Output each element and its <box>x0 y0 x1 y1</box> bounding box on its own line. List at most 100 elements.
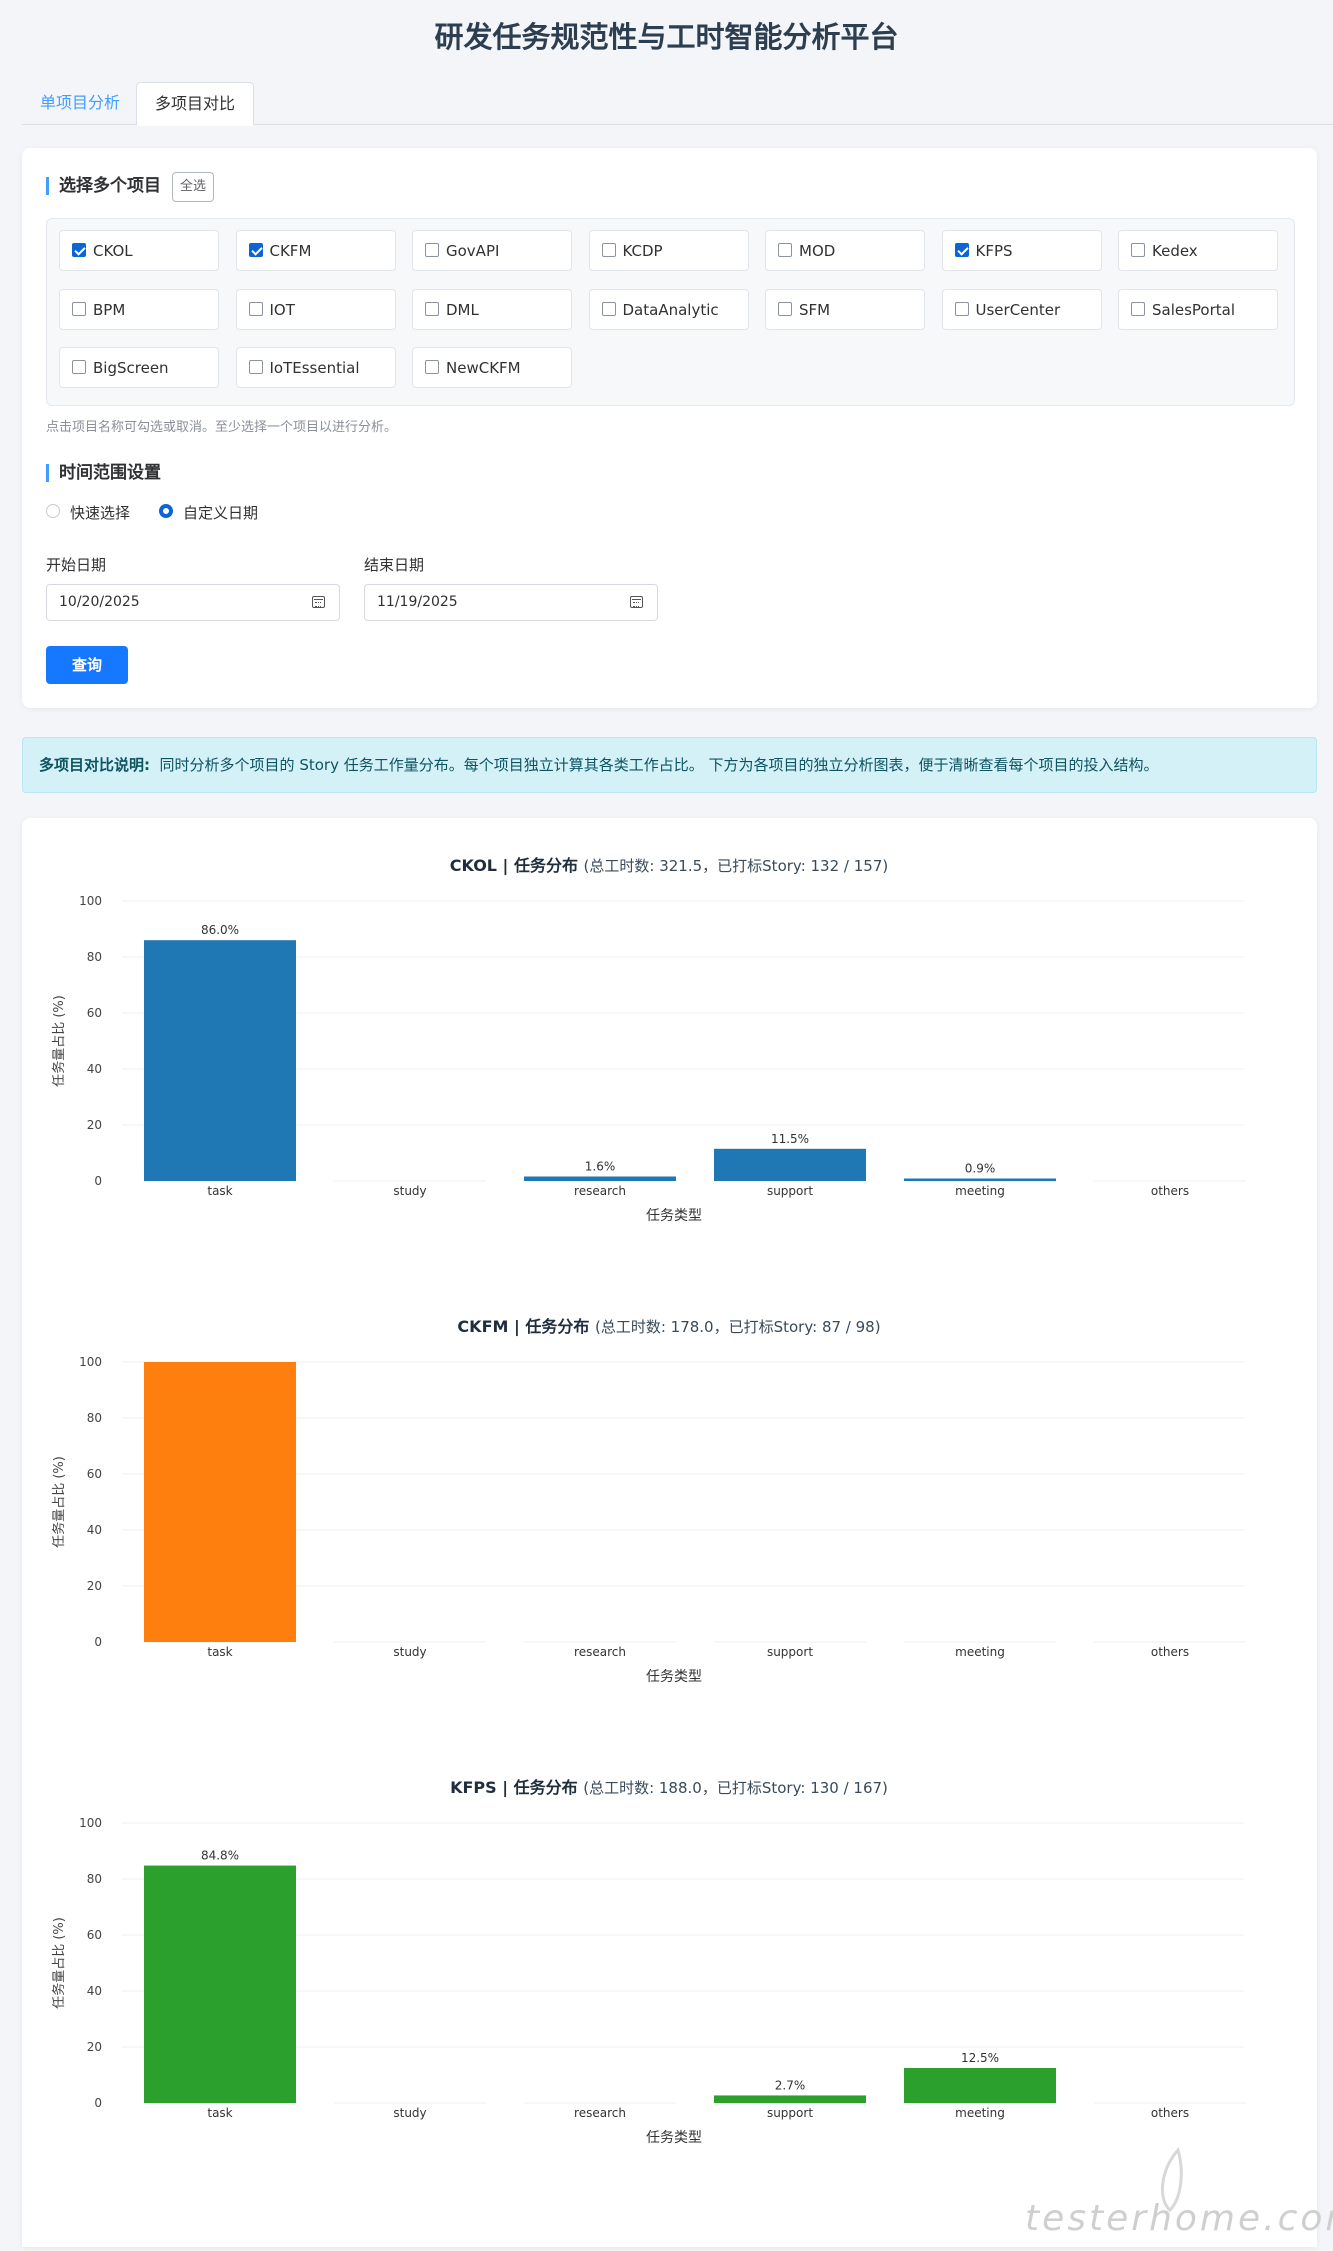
x-tick-label: others <box>1151 1645 1189 1659</box>
checkbox-indicator[interactable] <box>778 243 792 257</box>
project-label: NewCKFM <box>446 359 521 377</box>
data-label: 11.5% <box>771 1132 809 1146</box>
comparison-info-alert: 多项目对比说明: 同时分析多个项目的 Story 任务工作量分布。每个项目独立计… <box>22 737 1317 793</box>
x-tick-label: support <box>767 1645 813 1659</box>
checkbox-indicator[interactable] <box>1131 301 1145 316</box>
data-label: 12.5% <box>961 2051 999 2065</box>
chart-ckfm: CKFM | 任务分布 (总工时数: 178.0，已打标Story: 87 / … <box>51 1317 1246 1685</box>
project-checkbox-usercenter[interactable]: UserCenter <box>941 288 1102 330</box>
bar-research <box>524 1176 676 1181</box>
project-checkbox-govapi[interactable]: GovAPI <box>412 230 572 271</box>
y-tick-label: 0 <box>94 2096 102 2110</box>
y-tick-label: 20 <box>87 2040 102 2054</box>
project-label: UserCenter <box>975 300 1061 319</box>
bar-task <box>144 1362 296 1642</box>
checkbox-indicator[interactable] <box>72 243 86 257</box>
chart-title: KFPS | 任务分布 (总工时数: 188.0，已打标Story: 130 /… <box>450 1778 888 1798</box>
project-checkbox-dataanalytic[interactable]: DataAnalytic <box>588 288 749 330</box>
y-axis-label: 任务量占比 (%) <box>51 1917 67 2009</box>
start-date-label: 开始日期 <box>46 556 107 574</box>
checkbox-indicator[interactable] <box>248 243 263 257</box>
project-checkbox-iot[interactable]: IOT <box>235 288 396 330</box>
data-label: 1.6% <box>585 1160 616 1174</box>
project-checkbox-bpm[interactable]: BPM <box>59 288 219 330</box>
start-date-value: 10/20/2025 <box>59 594 140 610</box>
checkbox-indicator[interactable] <box>72 301 86 316</box>
calendar-icon[interactable] <box>630 596 643 608</box>
chart-title-main: CKFM | 任务分布 <box>457 1317 595 1337</box>
y-tick-label: 80 <box>87 1411 102 1425</box>
start-date-input[interactable]: 10/20/2025 <box>46 584 340 621</box>
project-checkbox-kedex[interactable]: Kedex <box>1118 230 1278 271</box>
checkbox-indicator[interactable] <box>425 360 439 374</box>
x-axis-label: 任务类型 <box>646 2130 702 2146</box>
x-tick-label: task <box>207 1184 232 1198</box>
tab-multi-project[interactable]: 多项目对比 <box>136 82 255 126</box>
project-checkbox-dml[interactable]: DML <box>412 288 572 330</box>
project-section-title: 选择多个项目 <box>46 177 161 195</box>
calendar-icon[interactable] <box>312 596 325 608</box>
checkbox-indicator[interactable] <box>601 301 616 316</box>
chart-title-note: (总工时数: 188.0，已打标Story: 130 / 167) <box>583 1779 888 1797</box>
charts-canvas: CKOL | 任务分布 (总工时数: 321.5，已打标Story: 132 /… <box>51 856 1246 2146</box>
checkbox-indicator[interactable] <box>778 301 792 316</box>
checkbox-indicator[interactable] <box>72 360 86 374</box>
checkbox-indicator[interactable] <box>425 301 439 316</box>
checkbox-indicator[interactable] <box>248 301 263 316</box>
chart-title-main: KFPS | 任务分布 <box>450 1778 583 1798</box>
x-tick-label: study <box>393 1645 426 1659</box>
y-tick-label: 100 <box>79 1355 102 1369</box>
project-label: IoTEssential <box>269 359 360 377</box>
y-tick-label: 40 <box>87 1062 102 1076</box>
radio-quick-select-label: 快速选择 <box>70 504 131 522</box>
project-checkbox-sfm[interactable]: SFM <box>765 288 925 330</box>
tab-bar: 单项目分析 多项目对比 <box>22 82 1333 126</box>
select-all-button[interactable]: 全选 <box>172 172 215 202</box>
chart-title-main: CKOL | 任务分布 <box>450 856 584 876</box>
project-checkbox-bigscreen[interactable]: BigScreen <box>59 347 219 388</box>
chart-kfps: KFPS | 任务分布 (总工时数: 188.0，已打标Story: 130 /… <box>51 1778 1246 2146</box>
project-checkbox-ckfm[interactable]: CKFM <box>235 230 396 271</box>
project-label: GovAPI <box>446 242 500 260</box>
project-label: BigScreen <box>93 359 169 377</box>
project-label: DataAnalytic <box>622 300 719 319</box>
project-checkbox-kcdp[interactable]: KCDP <box>588 230 749 271</box>
data-label: 2.7% <box>775 2078 806 2092</box>
checkbox-indicator[interactable] <box>954 301 969 316</box>
project-label: SFM <box>799 300 831 319</box>
checkbox-indicator[interactable] <box>601 243 616 257</box>
charts-card: CKOL | 任务分布 (总工时数: 321.5，已打标Story: 132 /… <box>22 818 1317 2247</box>
x-tick-label: study <box>393 2106 426 2120</box>
end-date-input[interactable]: 11/19/2025 <box>364 584 658 621</box>
query-button[interactable]: 查询 <box>46 646 128 684</box>
y-axis-label: 任务量占比 (%) <box>51 1456 67 1548</box>
project-checkbox-mod[interactable]: MOD <box>765 230 925 271</box>
x-tick-label: research <box>574 1645 626 1659</box>
project-label: Kedex <box>1152 242 1198 260</box>
project-label: CKFM <box>269 242 312 260</box>
y-tick-label: 80 <box>87 1872 102 1886</box>
info-alert-text: 同时分析多个项目的 Story 任务工作量分布。每个项目独立计算其各类工作占比。… <box>159 756 1159 774</box>
y-tick-label: 0 <box>94 1635 102 1649</box>
bar-support <box>714 1148 866 1181</box>
project-label: SalesPortal <box>1152 300 1236 319</box>
project-checkbox-iotessential[interactable]: IoTEssential <box>235 347 396 388</box>
watermark-text: testerhome.com <box>1025 2198 1333 2239</box>
checkbox-indicator[interactable] <box>425 243 439 257</box>
project-checkbox-ckol[interactable]: CKOL <box>59 230 219 271</box>
x-tick-label: support <box>767 2106 813 2120</box>
checkbox-indicator[interactable] <box>248 360 263 374</box>
x-tick-label: meeting <box>955 1184 1005 1198</box>
checkbox-indicator[interactable] <box>954 243 969 257</box>
x-tick-label: meeting <box>955 1645 1005 1659</box>
checkbox-indicator[interactable] <box>1131 243 1145 257</box>
project-checkbox-newckfm[interactable]: NewCKFM <box>412 347 572 388</box>
tab-single-project[interactable]: 单项目分析 <box>40 93 121 112</box>
y-tick-label: 60 <box>87 1467 102 1481</box>
radio-custom-date-label: 自定义日期 <box>183 504 259 522</box>
x-tick-label: research <box>574 2106 626 2120</box>
project-checkbox-kfps[interactable]: KFPS <box>941 230 1102 271</box>
x-axis-label: 任务类型 <box>646 1669 702 1685</box>
project-checkbox-salesportal[interactable]: SalesPortal <box>1118 288 1278 330</box>
